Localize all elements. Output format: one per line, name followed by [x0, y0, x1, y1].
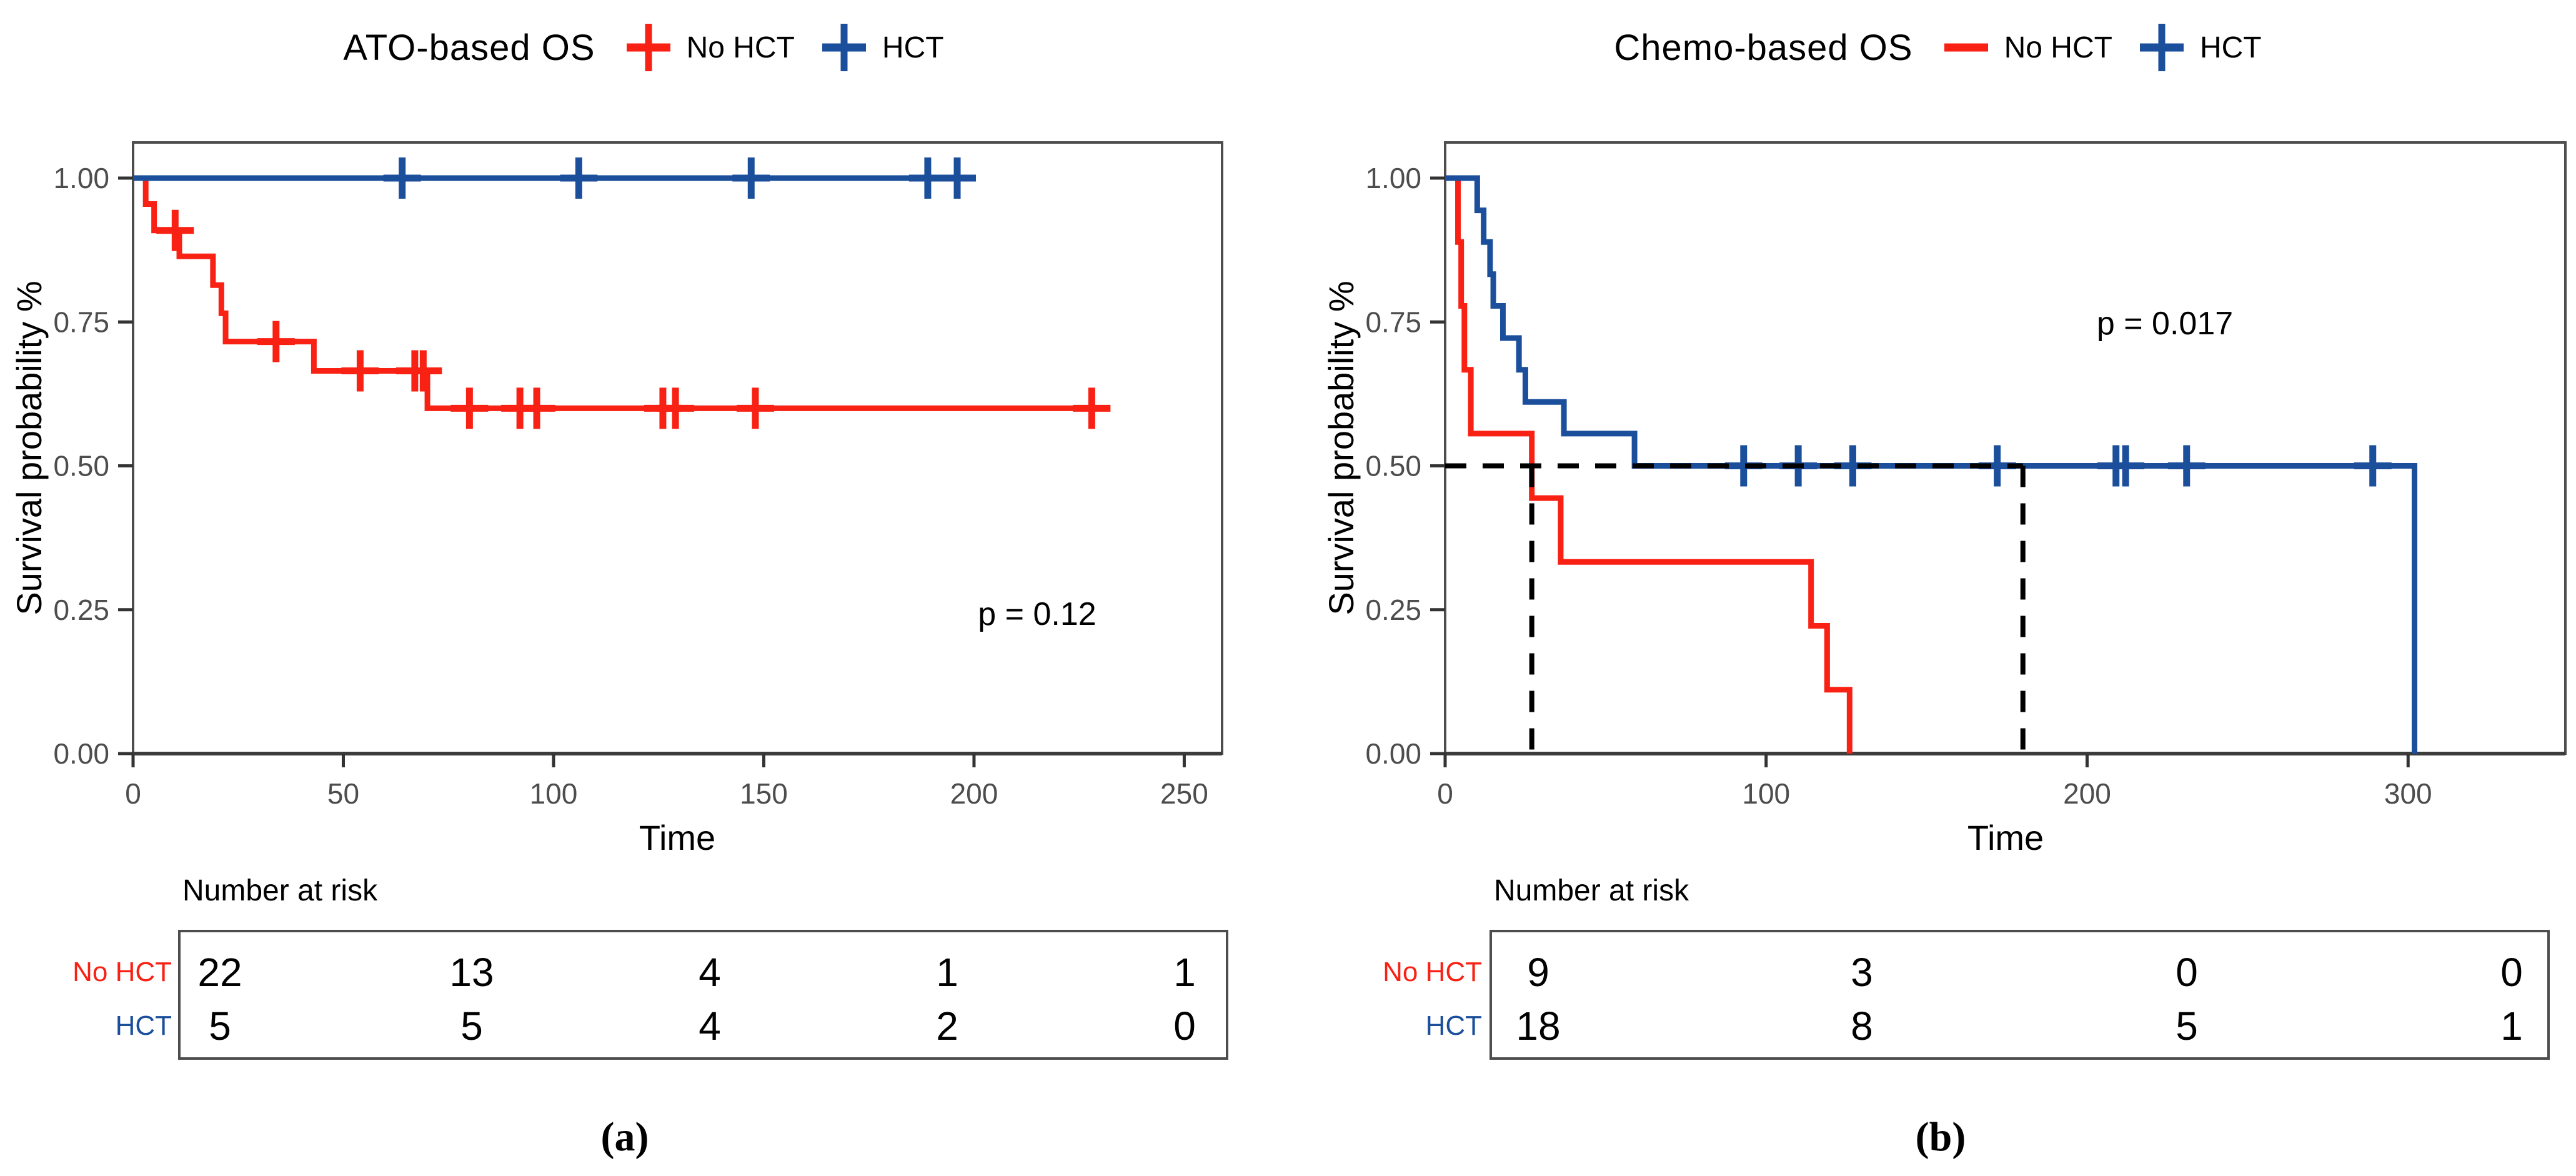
legend-item-no-hct: No HCT: [624, 21, 795, 74]
y-tick-label: 0.50: [1365, 450, 1421, 482]
legend-line-marker-icon: [1944, 43, 1988, 52]
risk-value: 1: [1173, 950, 1196, 995]
panel-border: [132, 141, 1223, 755]
km-curve-hct: [1445, 175, 2418, 754]
risk-row-label-no-hct: No HCT: [1383, 957, 1482, 987]
risk-value: 22: [197, 950, 242, 995]
risk-value: 4: [699, 1004, 721, 1049]
risk-value: 1: [2500, 1004, 2523, 1049]
km-curve-no-hct: [1445, 175, 1852, 754]
plot-b-risk-table-title: Number at risk: [1494, 874, 1689, 907]
plot-b-title: Chemo-based OS: [1614, 27, 1913, 68]
p-value-label: p = 0.12: [978, 596, 1096, 632]
y-tick-label: 0.50: [53, 450, 109, 482]
legend-plus-marker-icon: [626, 24, 670, 71]
legend-item-hct: HCT: [2137, 21, 2262, 74]
x-tick-label: 100: [1742, 777, 1790, 810]
x-axis-title: Time: [1967, 818, 2044, 857]
plot-a-title: ATO-based OS: [343, 27, 595, 68]
x-axis-title: Time: [639, 818, 715, 857]
caption-b: (b): [1915, 1114, 1966, 1160]
panel-border: [1444, 141, 2567, 755]
risk-value: 0: [2500, 950, 2523, 995]
legend-label: No HCT: [2004, 31, 2112, 64]
risk-row-label-hct: HCT: [1425, 1010, 1482, 1041]
x-tick-label: 0: [1437, 777, 1453, 810]
risk-row-label-hct: HCT: [115, 1010, 172, 1041]
legend-plus-marker-icon: [2139, 24, 2184, 71]
caption-a: (a): [600, 1114, 649, 1160]
x-tick-label: 200: [2063, 777, 2111, 810]
risk-value: 2: [936, 1004, 958, 1049]
y-tick-label: 0.00: [53, 737, 109, 770]
plot-b-header: Chemo-based OS No HCT HCT: [1300, 16, 2576, 79]
x-tick-label: 0: [125, 777, 141, 810]
x-tick-label: 250: [1160, 777, 1208, 810]
risk-value: 0: [2176, 950, 2198, 995]
plot-a-legend: No HCT HCT: [624, 21, 944, 74]
risk-value: 9: [1527, 950, 1549, 995]
risk-value: 0: [1173, 1004, 1196, 1049]
x-tick-label: 150: [740, 777, 788, 810]
risk-value: 3: [1851, 950, 1873, 995]
risk-value: 1: [936, 950, 958, 995]
y-tick-label: 0.75: [1365, 306, 1421, 338]
plot-a-risk-table-title: Number at risk: [182, 874, 378, 907]
legend-item-no-hct: No HCT: [1942, 21, 2112, 74]
risk-value: 18: [1516, 1004, 1561, 1049]
y-tick-label: 0.25: [1365, 594, 1421, 626]
y-axis-title: Survival probability %: [9, 281, 49, 615]
y-tick-label: 1.00: [1365, 162, 1421, 194]
risk-row-label-no-hct: No HCT: [72, 957, 172, 987]
legend-label: No HCT: [686, 31, 795, 64]
y-axis-title: Survival probability %: [1321, 281, 1361, 615]
y-tick-label: 0.75: [53, 306, 109, 338]
y-tick-label: 1.00: [53, 162, 109, 194]
risk-value: 5: [209, 1004, 231, 1049]
y-tick-label: 0.00: [1365, 737, 1421, 770]
plot-b-risk-table-box: [1489, 930, 2550, 1060]
risk-value: 5: [460, 1004, 483, 1049]
risk-value: 13: [449, 950, 494, 995]
x-tick-label: 300: [2384, 777, 2432, 810]
legend-plus-marker-icon: [822, 24, 866, 71]
plot-a-risk-table-box: [178, 930, 1228, 1060]
legend-label: HCT: [882, 31, 944, 64]
x-tick-label: 50: [327, 777, 359, 810]
legend-item-hct: HCT: [820, 21, 944, 74]
km-curve-no-hct: [133, 175, 1100, 411]
p-value-label: p = 0.017: [2097, 306, 2233, 342]
x-tick-label: 100: [530, 777, 578, 810]
risk-value: 5: [2176, 1004, 2198, 1049]
plot-a-header: ATO-based OS No HCT HCT: [0, 16, 1287, 79]
risk-value: 8: [1851, 1004, 1873, 1049]
risk-value: 4: [699, 950, 721, 995]
plot-b-legend: No HCT HCT: [1942, 21, 2262, 74]
x-tick-label: 200: [950, 777, 998, 810]
legend-label: HCT: [2199, 31, 2262, 64]
y-tick-label: 0.25: [53, 594, 109, 626]
